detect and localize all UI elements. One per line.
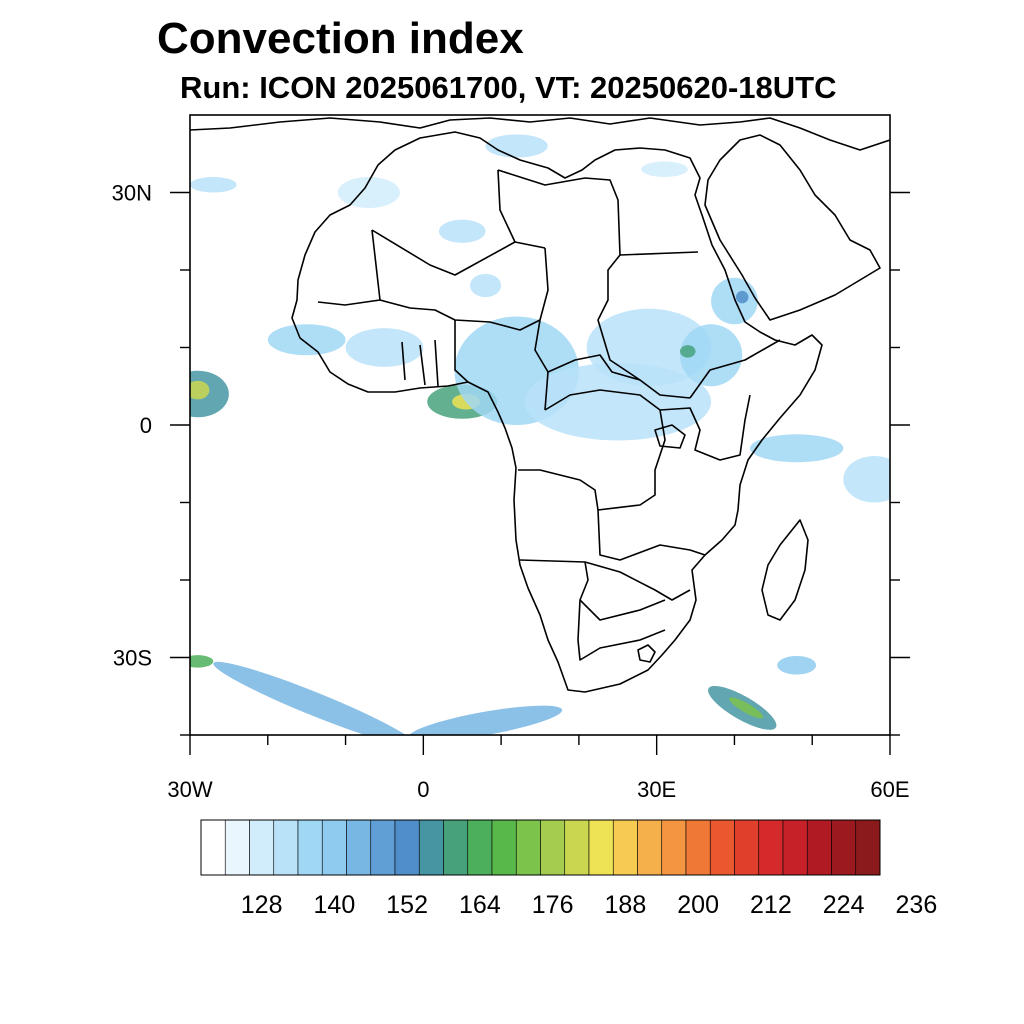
convection-area bbox=[485, 134, 548, 158]
colorbar-label: 128 bbox=[241, 891, 283, 919]
colorbar-frame bbox=[200, 819, 881, 876]
colorbar-swatch bbox=[612, 819, 638, 876]
country-border bbox=[401, 339, 439, 387]
country-border bbox=[597, 509, 706, 561]
colorbar-label: 200 bbox=[677, 891, 719, 919]
country-border bbox=[577, 629, 666, 661]
axis-tick-labels: 30W 0 30E 60E 30N 0 30S bbox=[112, 181, 910, 803]
colorbar-label: 176 bbox=[532, 891, 574, 919]
convection-area bbox=[729, 697, 764, 719]
colorbar-swatch bbox=[321, 819, 347, 876]
colorbar-swatch bbox=[588, 819, 614, 876]
colorbar-swatch bbox=[273, 819, 299, 876]
arabia-coastline bbox=[704, 134, 881, 321]
colorbar-label: 164 bbox=[459, 891, 501, 919]
colorbar-label: 224 bbox=[823, 891, 865, 919]
convection-area bbox=[736, 290, 749, 304]
convection-area bbox=[641, 161, 688, 177]
country-border bbox=[534, 247, 549, 411]
convection-area bbox=[267, 324, 346, 356]
colorbar-swatch bbox=[806, 819, 832, 876]
colorbar-swatch bbox=[249, 819, 275, 876]
convection-area bbox=[750, 434, 844, 463]
colorbar-swatch bbox=[564, 819, 590, 876]
colorbar-swatch bbox=[661, 819, 687, 876]
colorbar-swatch bbox=[346, 819, 372, 876]
madagascar-coastline bbox=[761, 519, 809, 621]
country-border bbox=[371, 229, 546, 276]
map-title: Convection index bbox=[157, 14, 524, 63]
colorbar-swatch bbox=[297, 819, 323, 876]
colorbar: 128 140 152 164 176 188 200 212 224 236 bbox=[200, 819, 938, 919]
convection-area bbox=[680, 345, 696, 358]
country-border bbox=[689, 339, 781, 399]
country-border bbox=[317, 229, 381, 306]
lon-tick-label: 60E bbox=[870, 777, 909, 802]
colorbar-swatch bbox=[394, 819, 420, 876]
colorbar-swatch bbox=[224, 819, 250, 876]
colorbar-swatch bbox=[782, 819, 808, 876]
convection-area bbox=[843, 456, 890, 503]
colorbar-swatch bbox=[831, 819, 857, 876]
lake-victoria bbox=[654, 424, 686, 449]
convection-area bbox=[190, 177, 237, 193]
convection-area bbox=[586, 308, 712, 387]
africa-coastline bbox=[291, 131, 823, 693]
colorbar-swatch bbox=[734, 819, 760, 876]
country-border bbox=[584, 561, 691, 601]
colorbar-swatch bbox=[685, 819, 711, 876]
country-border bbox=[659, 394, 751, 461]
country-border bbox=[597, 254, 691, 399]
europe-coastline bbox=[190, 117, 890, 151]
coastlines-and-borders bbox=[190, 117, 890, 693]
colorbar-swatch bbox=[443, 819, 469, 876]
convection-area bbox=[438, 219, 486, 243]
plot-frame bbox=[189, 114, 891, 736]
lon-tick-label: 30E bbox=[637, 777, 676, 802]
convection-area bbox=[213, 661, 416, 735]
colorbar-swatch bbox=[758, 819, 784, 876]
lesotho-border bbox=[637, 644, 656, 663]
convection-area bbox=[777, 655, 817, 675]
colorbar-swatch bbox=[370, 819, 396, 876]
map-subtitle: Run: ICON 2025061700, VT: 20250620-18UTC bbox=[180, 70, 837, 105]
colorbar-label: 188 bbox=[605, 891, 647, 919]
colorbar-swatch bbox=[540, 819, 566, 876]
colorbar-swatch bbox=[637, 819, 663, 876]
convection-area bbox=[190, 655, 214, 668]
colorbar-swatch bbox=[418, 819, 444, 876]
country-border bbox=[579, 599, 666, 621]
colorbar-swatch bbox=[709, 819, 735, 876]
country-border bbox=[497, 169, 699, 256]
lon-tick-label: 0 bbox=[417, 777, 429, 802]
colorbar-swatch bbox=[491, 819, 517, 876]
colorbar-swatch bbox=[515, 819, 541, 876]
lat-tick-label: 0 bbox=[140, 413, 152, 438]
convection-area bbox=[345, 328, 424, 367]
colorbar-swatch bbox=[200, 819, 226, 876]
colorbar-swatch bbox=[467, 819, 493, 876]
colorbar-label: 212 bbox=[750, 891, 792, 919]
country-border bbox=[519, 559, 589, 641]
convection-area bbox=[408, 705, 563, 735]
axis-ticks bbox=[170, 191, 910, 755]
convection-area bbox=[470, 273, 502, 298]
lat-tick-label: 30N bbox=[112, 181, 152, 206]
colorbar-swatch bbox=[855, 819, 881, 876]
lat-tick-label: 30S bbox=[113, 646, 152, 671]
lon-tick-label: 30W bbox=[167, 777, 212, 802]
colorbar-label: 236 bbox=[896, 891, 938, 919]
country-border bbox=[547, 354, 641, 381]
country-border bbox=[454, 320, 469, 383]
colorbar-label: 152 bbox=[386, 891, 428, 919]
convection-area bbox=[190, 380, 210, 400]
country-border bbox=[518, 389, 666, 511]
convection-area bbox=[711, 277, 758, 325]
convection-area bbox=[680, 324, 743, 387]
colorbar-label: 140 bbox=[314, 891, 356, 919]
convection-field bbox=[190, 134, 890, 735]
country-border bbox=[497, 169, 516, 243]
